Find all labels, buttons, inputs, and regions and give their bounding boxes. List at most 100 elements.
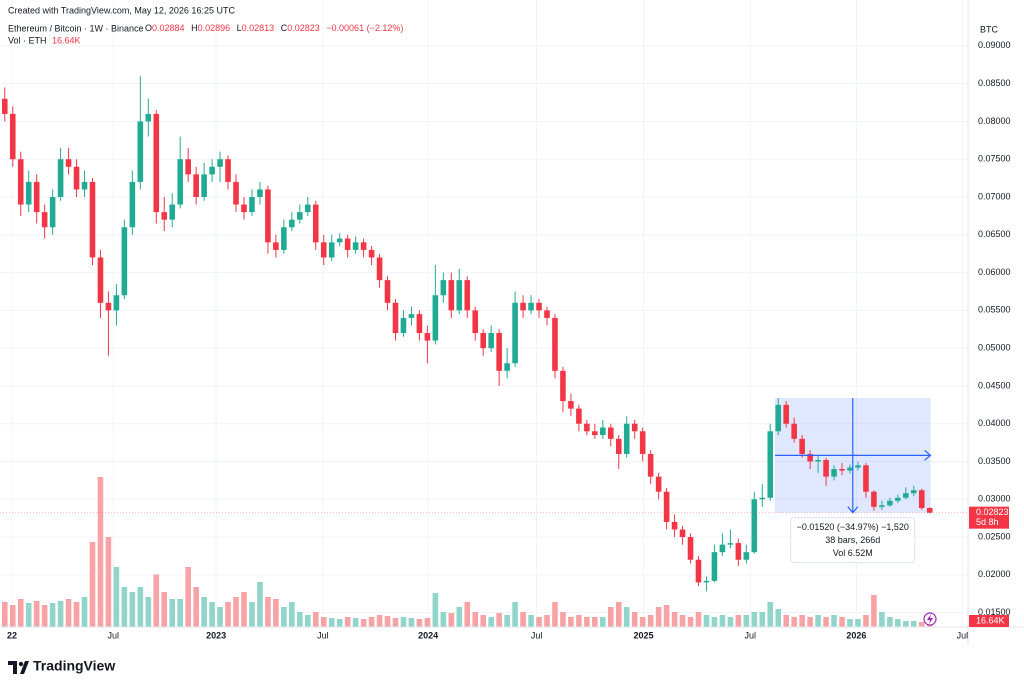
candle-body — [568, 401, 574, 409]
last-volume-label: 16.64K — [976, 615, 1005, 625]
volume-bar — [265, 597, 271, 627]
volume-bar — [871, 595, 877, 627]
volume-bar — [97, 477, 104, 627]
candle-body — [113, 295, 120, 311]
volume-bar — [639, 617, 646, 627]
legend-c: C — [281, 23, 288, 33]
volume-bar — [647, 615, 654, 627]
volume-bar — [536, 617, 542, 627]
volume-bar — [193, 587, 199, 627]
volume-bar — [17, 599, 24, 627]
volume-bar — [775, 609, 782, 627]
y-tick-label: 0.04000 — [978, 418, 1011, 428]
candle-body — [815, 459, 821, 462]
candle-body — [703, 580, 710, 583]
candle-body — [671, 521, 678, 530]
volume-bar — [273, 599, 279, 627]
volume-bar — [496, 613, 502, 627]
volume-bar — [727, 617, 734, 627]
candle-body — [456, 280, 463, 311]
volume-bar — [695, 612, 702, 627]
volume-bar — [113, 567, 120, 627]
volume-bar — [304, 615, 311, 627]
candle-body — [879, 505, 885, 507]
candle-body — [193, 174, 199, 198]
volume-bar — [384, 616, 391, 627]
candle-body — [129, 181, 136, 228]
volume-bar — [663, 605, 670, 627]
volume-bar — [520, 612, 526, 627]
candle-body — [89, 181, 96, 258]
volume-bar — [687, 617, 694, 627]
x-tick-label: 2025 — [633, 630, 653, 640]
candle-body — [472, 310, 479, 334]
logo-mark — [8, 661, 29, 674]
candle-body — [384, 280, 391, 303]
legend-h: H — [191, 23, 198, 33]
candle-body — [1, 98, 8, 114]
candles — [1, 76, 933, 592]
volume-bar — [320, 617, 327, 627]
events-bolt — [927, 614, 933, 624]
candle-body — [440, 280, 447, 296]
volume-pane — [1, 477, 933, 627]
candle-body — [121, 227, 128, 296]
overlay: −0.01520 (−34.97%) −1,520 38 bars, 266d Vo… — [0, 398, 968, 564]
candle-body — [9, 113, 16, 160]
candle-body — [177, 159, 183, 205]
volume-bar — [416, 619, 423, 627]
candle-body — [488, 333, 494, 349]
x-tick-label: Jul — [531, 630, 543, 640]
volume-bar — [910, 621, 917, 627]
candle-body — [336, 238, 343, 243]
candle-body — [249, 197, 255, 213]
volume-bar — [145, 597, 152, 627]
y-tick-label: 0.03000 — [978, 494, 1011, 504]
candle-body — [592, 431, 598, 436]
candle-body — [544, 310, 550, 318]
candle-body — [297, 212, 303, 220]
candle-body — [225, 159, 231, 182]
volume-bar — [600, 617, 606, 627]
candle-body — [312, 204, 319, 243]
candle-body — [639, 431, 646, 454]
candle-body — [265, 189, 271, 243]
y-tick-label: 0.01500 — [978, 607, 1011, 617]
volume-bar — [918, 622, 925, 627]
volume-bar — [297, 612, 303, 627]
volume-title: Vol · ETH — [8, 35, 47, 45]
candle-body — [424, 333, 431, 341]
volume-bar — [121, 587, 128, 627]
candle-body — [759, 497, 766, 500]
volume-bar — [472, 612, 479, 627]
volume-bar — [344, 617, 351, 627]
currency-label: BTC — [980, 24, 999, 34]
y-tick-label: 0.09000 — [978, 40, 1011, 50]
candle-body — [320, 242, 327, 258]
volume-bar — [57, 601, 64, 627]
volume-bar — [719, 615, 726, 627]
measure-volume: Vol 6.52M — [833, 548, 873, 558]
volume-bar — [257, 582, 263, 627]
candle-body — [679, 529, 686, 538]
measure-v-head — [847, 506, 859, 514]
volume-bar — [209, 602, 215, 627]
candle-body — [97, 257, 104, 303]
candle-body — [281, 227, 287, 250]
candle-body — [711, 552, 718, 581]
y-tick-label: 0.07500 — [978, 154, 1011, 164]
volume-bar — [241, 592, 247, 627]
volume-bar — [225, 602, 231, 627]
volume-bar — [249, 602, 255, 627]
volume-bar — [576, 615, 582, 627]
candle-body — [209, 166, 215, 175]
candle-body — [528, 302, 534, 311]
volume-bar — [615, 602, 622, 627]
candle-body — [65, 159, 72, 167]
volume-bar — [560, 612, 566, 627]
candle-body — [847, 467, 853, 471]
measure-bars: 38 bars, 266d — [825, 535, 880, 545]
candle-body — [41, 212, 48, 228]
candle-body — [600, 427, 606, 436]
